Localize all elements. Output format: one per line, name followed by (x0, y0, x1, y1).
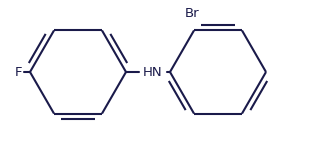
Text: Br: Br (185, 8, 199, 20)
Text: HN: HN (143, 66, 163, 78)
Text: F: F (15, 66, 22, 78)
